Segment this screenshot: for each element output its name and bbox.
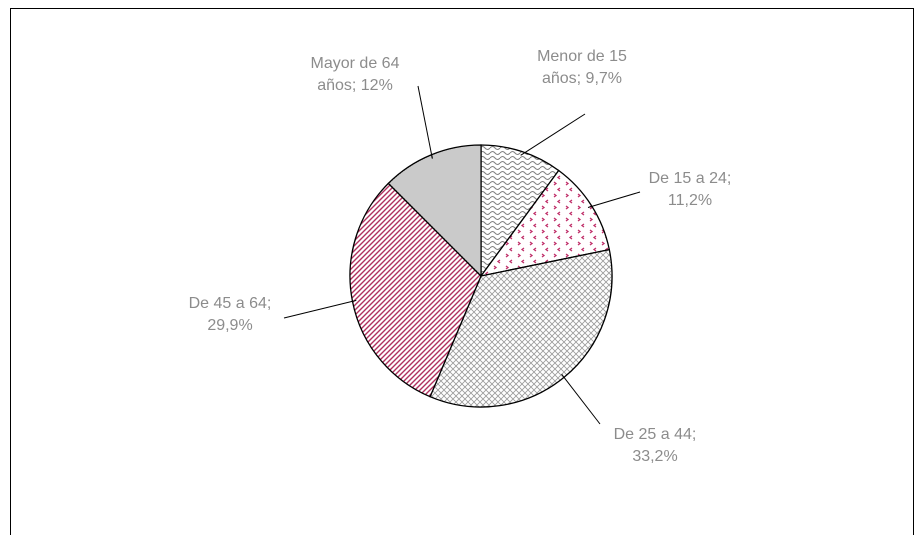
leader-line bbox=[561, 373, 601, 425]
leader-line bbox=[587, 191, 641, 208]
leader-line bbox=[520, 113, 586, 156]
pie-slice bbox=[480, 144, 560, 278]
leader-line bbox=[283, 299, 357, 319]
pie-slice bbox=[479, 169, 611, 277]
data-label: De 15 a 24; 11,2% bbox=[648, 170, 732, 209]
chart-frame bbox=[10, 8, 914, 535]
data-label: Mayor de 64 años; 12% bbox=[310, 55, 400, 94]
pie-slice bbox=[387, 144, 482, 278]
data-label: Menor de 15 años; 9,7% bbox=[537, 48, 627, 87]
leader-line bbox=[417, 85, 433, 159]
data-label: De 25 a 44; 33,2% bbox=[613, 426, 697, 465]
data-label: De 45 a 64; 29,9% bbox=[188, 295, 272, 334]
